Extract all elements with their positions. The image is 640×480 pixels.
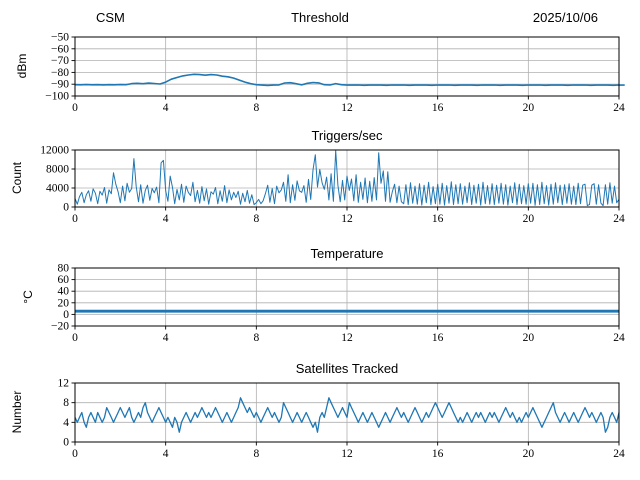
y-tick-label: −60 [51,43,69,55]
chart-threshold: 0 4 8 12 16 20 24 −50−60−70−80−90−100 [45,32,625,115]
x-tick-label: 8 [253,332,259,344]
x-tick-label: 16 [432,102,444,114]
x-tick-label: 4 [163,213,169,225]
y-tick-label: −90 [51,79,69,91]
y-tick-label: 60 [58,274,70,286]
x-tick-label: 4 [163,332,169,344]
x-tick-label: 16 [432,213,444,225]
x-tick-label: 8 [253,102,259,114]
y-tick-label: −100 [45,91,69,103]
chart-triggers-per-sec: 0 4 8 12 16 20 24 0 4000 8000 12000 [40,145,625,226]
x-tick-label: 24 [613,332,625,344]
y-tick-label: −20 [51,321,69,333]
y-tick-label: 80 [58,263,70,275]
x-tick-label: 8 [253,448,259,460]
x-tick-label: 16 [432,332,444,344]
y-tick-label: 4 [63,417,69,429]
chart-title-satellites: Satellites Tracked [295,361,399,376]
plot-center-title: Threshold [291,10,349,25]
x-tick-label: 20 [523,448,535,460]
x-tick-label: 0 [72,448,78,460]
y-tick-label: 40 [58,286,70,298]
x-tick-label: 12 [341,213,353,225]
y-tick-label: −80 [51,67,69,79]
y-tick-label: 12000 [40,145,69,157]
x-tick-label: 20 [523,332,535,344]
x-tick-label: 4 [163,448,169,460]
y-tick-label: 8000 [46,164,69,176]
x-tick-label: 12 [341,102,353,114]
x-tick-label: 24 [613,448,625,460]
y-tick-label: 12 [58,378,70,390]
y-tick-label: 4000 [46,183,69,195]
plot-left-title: CSM [96,10,125,25]
x-tick-label: 4 [163,102,169,114]
x-tick-label: 0 [72,213,78,225]
chart-satellites-tracked: 0 4 8 12 16 20 24 0 4 8 12 [58,378,626,461]
y-tick-label: 0 [63,202,69,214]
x-tick-label: 24 [613,213,625,225]
x-tick-label: 24 [613,102,625,114]
chart-title-triggers: Triggers/sec [311,128,383,143]
plot-date: 2025/10/06 [532,10,598,25]
x-tick-label: 16 [432,448,444,460]
y-tick-label: 8 [63,397,69,409]
x-tick-label: 12 [341,332,353,344]
y-tick-label: 20 [58,297,70,309]
y-tick-label: 0 [63,437,69,449]
y-tick-label: 0 [63,309,69,321]
x-tick-label: 12 [341,448,353,460]
y-tick-label: −50 [51,32,69,44]
x-tick-label: 20 [523,213,535,225]
x-tick-label: 8 [253,213,259,225]
x-tick-label: 0 [72,102,78,114]
x-tick-label: 20 [523,102,535,114]
y-tick-label: −70 [51,55,69,67]
chart-title-temperature: Temperature [310,246,384,261]
x-tick-label: 0 [72,332,78,344]
